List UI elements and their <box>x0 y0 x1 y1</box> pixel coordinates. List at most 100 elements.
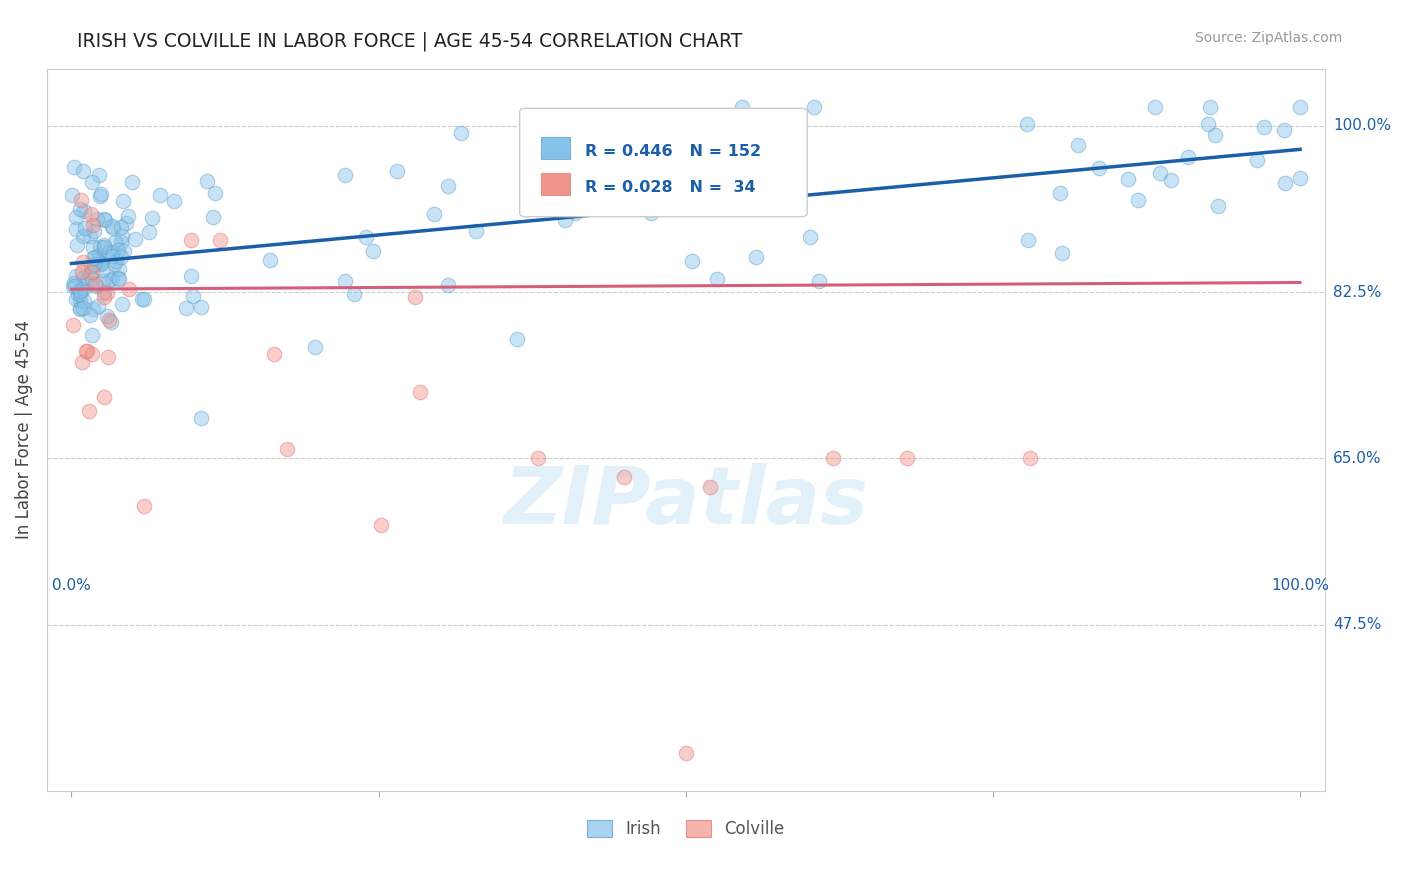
Point <box>98 273 121 287</box>
Point <box>97 350 120 364</box>
Point <box>60 188 83 202</box>
Point <box>568 190 591 204</box>
Point <box>79 308 101 322</box>
Point <box>90 256 112 270</box>
FancyBboxPatch shape <box>520 108 807 217</box>
Point <box>82 265 104 279</box>
Point <box>103 256 125 270</box>
Point <box>370 518 392 533</box>
Point <box>190 300 212 314</box>
Point <box>149 188 172 202</box>
Point <box>1177 150 1199 164</box>
Point <box>112 244 135 258</box>
Point <box>1088 161 1111 176</box>
Point <box>101 272 124 286</box>
Point <box>450 126 472 140</box>
Point <box>101 249 124 263</box>
Point <box>1199 99 1222 113</box>
Point <box>86 212 108 227</box>
Point <box>76 344 98 359</box>
Point <box>83 257 105 271</box>
Text: 82.5%: 82.5% <box>1333 285 1381 300</box>
Point <box>209 233 232 247</box>
Text: Source: ZipAtlas.com: Source: ZipAtlas.com <box>1195 31 1343 45</box>
Point <box>72 164 94 178</box>
Point <box>1015 117 1038 131</box>
Point <box>73 293 96 308</box>
Point <box>1274 177 1296 191</box>
Point <box>114 216 136 230</box>
Point <box>82 218 104 232</box>
Point <box>104 235 127 249</box>
Point <box>91 274 114 288</box>
Point <box>80 327 103 342</box>
Point <box>93 213 115 227</box>
Point <box>333 274 356 288</box>
Point <box>93 285 115 299</box>
Point <box>675 746 697 760</box>
Point <box>96 309 118 323</box>
Point <box>75 220 97 235</box>
Point <box>1253 120 1275 134</box>
Point <box>96 285 118 300</box>
Point <box>1017 233 1039 247</box>
Point <box>65 210 87 224</box>
Point <box>65 268 87 283</box>
Point <box>1197 117 1219 131</box>
Point <box>110 250 132 264</box>
Point <box>201 210 224 224</box>
Point <box>613 470 636 484</box>
Point <box>82 272 104 286</box>
Text: 0.0%: 0.0% <box>52 578 91 593</box>
Point <box>72 270 94 285</box>
Point <box>69 301 91 315</box>
Point <box>62 318 84 332</box>
Point <box>75 275 97 289</box>
Point <box>138 225 160 239</box>
Point <box>105 253 128 268</box>
Point <box>93 211 115 226</box>
Point <box>76 344 98 359</box>
Point <box>80 207 103 221</box>
Point <box>745 250 768 264</box>
Point <box>82 175 104 189</box>
Point <box>387 164 409 178</box>
Point <box>304 340 326 354</box>
Point <box>73 203 96 218</box>
Point <box>132 499 155 513</box>
Point <box>66 237 89 252</box>
Point <box>465 224 488 238</box>
Point <box>1272 123 1295 137</box>
Point <box>896 451 918 466</box>
Point <box>84 277 107 291</box>
FancyBboxPatch shape <box>541 173 569 195</box>
Point <box>681 253 703 268</box>
Point <box>607 187 630 202</box>
Point <box>83 250 105 264</box>
Point <box>91 263 114 277</box>
Point <box>1204 128 1226 143</box>
Point <box>409 384 432 399</box>
Point <box>111 229 134 244</box>
Point <box>803 99 825 113</box>
Point <box>101 244 124 259</box>
Point <box>69 294 91 309</box>
Point <box>70 193 93 207</box>
Point <box>72 255 94 269</box>
FancyBboxPatch shape <box>541 136 569 159</box>
Point <box>97 244 120 259</box>
Point <box>65 222 87 236</box>
Point <box>645 123 668 137</box>
Point <box>1289 170 1312 185</box>
Point <box>107 271 129 285</box>
Point <box>706 271 728 285</box>
Point <box>62 276 84 290</box>
Point <box>89 188 111 202</box>
Point <box>87 168 110 182</box>
Point <box>564 206 586 220</box>
Point <box>204 186 226 200</box>
Point <box>82 239 104 253</box>
Point <box>436 179 458 194</box>
Point <box>276 442 298 456</box>
Point <box>197 173 219 187</box>
